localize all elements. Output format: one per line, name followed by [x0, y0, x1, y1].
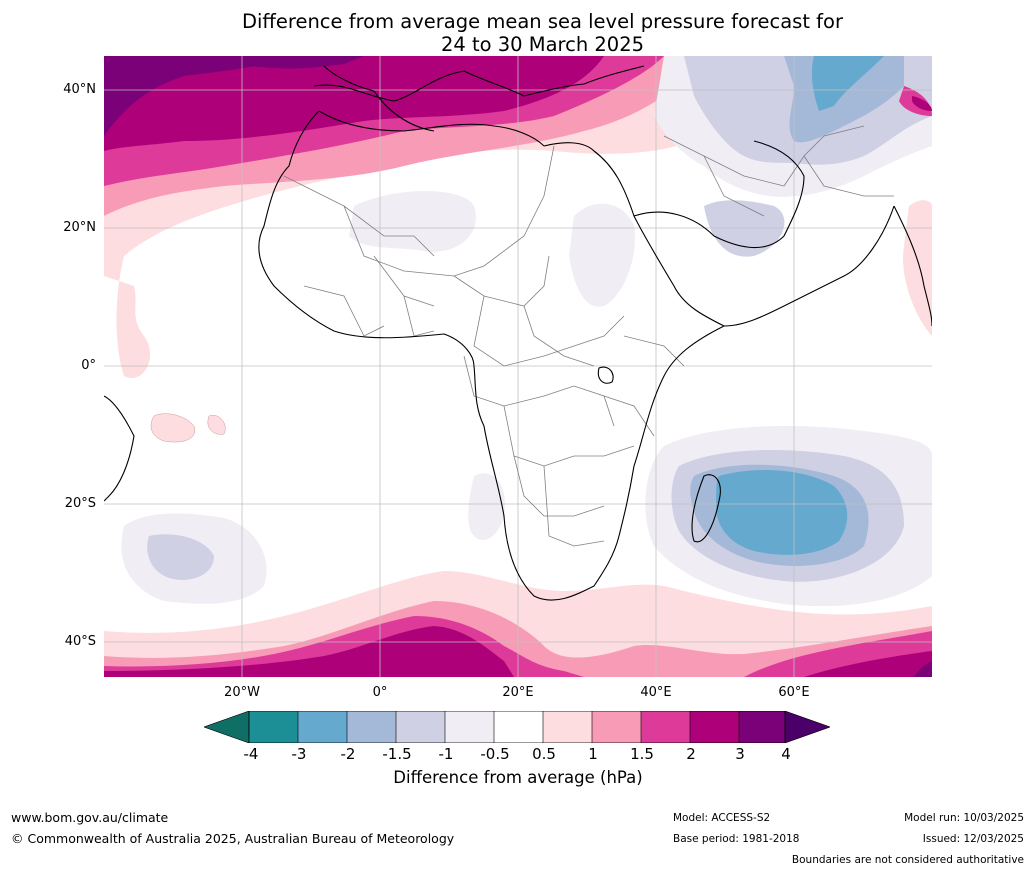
country-borders [283, 125, 894, 547]
colorbar-segment [396, 711, 445, 743]
colorbar-segment [739, 711, 785, 743]
colorbar-segment [690, 711, 739, 743]
footer-copyright: © Commonwealth of Australia 2025, Austra… [11, 831, 455, 846]
footer-base-period: Base period: 1981-2018 [673, 833, 800, 845]
lon-label-60e: 60°E [778, 685, 810, 700]
coastlines [104, 65, 932, 601]
lat-label-20s: 20°S [64, 496, 96, 511]
colorbar-segment [641, 711, 690, 743]
colorbar-tick: 1.5 [630, 745, 654, 763]
colorbar-tick: 4 [781, 745, 791, 763]
colorbar-tick: -0.5 [480, 745, 510, 763]
north-positive-anomaly [104, 56, 932, 378]
atlantic-positive-anomaly [150, 413, 226, 443]
colorbar-max-extend [784, 711, 830, 743]
colorbar-min-extend [204, 711, 250, 743]
colorbar-segment [249, 711, 298, 743]
colorbar-segment [445, 711, 494, 743]
footer-model-run: Model run: 10/03/2025 [904, 812, 1024, 824]
colorbar-tick: 0.5 [532, 745, 556, 763]
colorbar-segment [347, 711, 396, 743]
colorbar-label: Difference from average (hPa) [393, 768, 643, 787]
lat-label-40s: 40°S [64, 634, 96, 649]
northeast-negative-anomaly [654, 56, 932, 336]
colorbar-segment [298, 711, 347, 743]
colorbar-tick: 2 [686, 745, 696, 763]
colorbar-tick: -1.5 [382, 745, 412, 763]
colorbar-segment [543, 711, 592, 743]
footer-issued: Issued: 12/03/2025 [922, 833, 1024, 845]
colorbar-segment [494, 711, 543, 743]
map-subtitle-dates: 24 to 30 March 2025 [440, 33, 645, 56]
pressure-anomaly-map [104, 56, 932, 677]
indian-ocean-negative-anomaly [645, 426, 932, 607]
lat-label-40n: 40°N [63, 82, 96, 97]
lon-label-0: 0° [372, 685, 388, 700]
colorbar-tick: 1 [588, 745, 598, 763]
colorbar-tick: -4 [243, 745, 259, 763]
colorbar [204, 711, 830, 743]
colorbar-tick: -1 [438, 745, 454, 763]
colorbar-tick: 3 [735, 745, 745, 763]
graticule [104, 56, 932, 677]
lon-label-40e: 40°E [640, 685, 672, 700]
footer-model: Model: ACCESS-S2 [673, 812, 771, 824]
lon-label-20e: 20°E [502, 685, 534, 700]
map-title: Difference from average mean sea level p… [242, 10, 843, 33]
footer-website-link[interactable]: www.bom.gov.au/climate [11, 810, 169, 825]
colorbar-tick: -2 [340, 745, 356, 763]
sahara-negative-anomaly [349, 191, 635, 540]
southwest-negative-anomaly [121, 513, 267, 604]
lon-label-20w: 20°W [224, 685, 260, 700]
colorbar-segment [592, 711, 641, 743]
colorbar-tick: -3 [291, 745, 307, 763]
footer-disclaimer: Boundaries are not considered authoritat… [791, 854, 1024, 866]
lat-label-20n: 20°N [63, 220, 96, 235]
lat-label-0: 0° [81, 358, 96, 373]
